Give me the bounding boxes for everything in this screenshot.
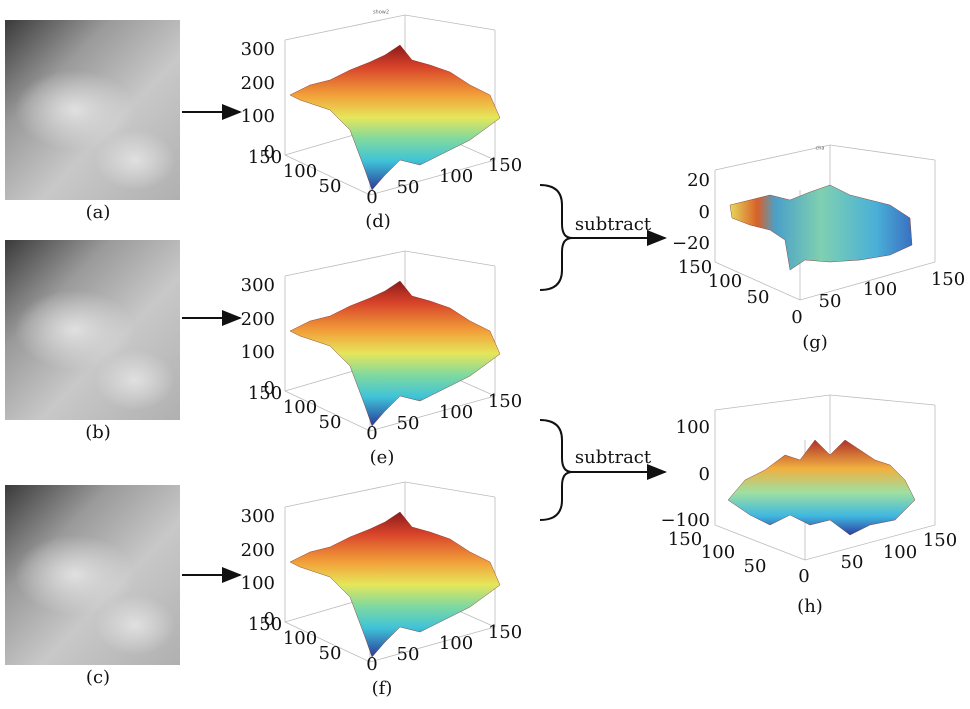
x-tick-label: 50 — [819, 291, 842, 312]
z-tick-label: −100 — [661, 510, 710, 531]
y-tick-label: 150 — [248, 147, 282, 168]
z-tick-label: 300 — [241, 39, 275, 60]
x-tick-label: 50 — [841, 552, 864, 573]
image-texture — [95, 130, 175, 190]
z-tick-label: 100 — [676, 417, 710, 438]
z-tick-label: 200 — [241, 309, 275, 330]
x-tick-label: 100 — [439, 166, 473, 187]
y-tick-label: 150 — [668, 529, 702, 550]
z-tick-label: 200 — [241, 540, 275, 561]
z-tick-label: 300 — [241, 275, 275, 296]
operation-label: subtract — [575, 214, 652, 235]
z-tick-label: 0 — [699, 464, 710, 485]
x-tick-label: 50 — [397, 177, 420, 198]
x-tick-label: 100 — [439, 633, 473, 654]
y-tick-label: 50 — [747, 287, 770, 308]
x-tick-label: 50 — [397, 413, 420, 434]
x-tick-label: 50 — [397, 644, 420, 665]
panel-caption: (b) — [85, 422, 111, 443]
z-tick-label: 300 — [241, 506, 275, 527]
z-tick-label: −20 — [672, 233, 710, 254]
y-tick-label: 0 — [798, 566, 809, 587]
y-tick-label: 100 — [283, 161, 317, 182]
x-tick-label: 150 — [923, 530, 957, 551]
surface — [728, 440, 915, 535]
plot-graphic — [715, 145, 935, 300]
y-tick-label: 0 — [366, 423, 377, 444]
x-tick-label: 150 — [488, 155, 522, 176]
plot-caption: (g) — [802, 332, 828, 353]
y-tick-label: 100 — [701, 542, 735, 563]
y-tick-label: 50 — [319, 643, 342, 664]
z-tick-label: 0 — [699, 202, 710, 223]
y-tick-label: 100 — [283, 628, 317, 649]
figure: (a)(b)(c)300200100015010050050100150(d)s… — [0, 0, 970, 709]
plot-caption: (f) — [372, 678, 393, 699]
plot-caption: (e) — [370, 447, 395, 468]
image-texture — [95, 595, 175, 655]
plot-caption: (d) — [365, 211, 391, 232]
brace — [540, 185, 572, 290]
y-tick-label: 0 — [366, 654, 377, 675]
z-tick-label: 100 — [241, 342, 275, 363]
z-tick-label: 200 — [241, 73, 275, 94]
plot-graphic — [715, 395, 935, 560]
x-tick-label: 150 — [488, 622, 522, 643]
panel-caption: (a) — [86, 202, 111, 223]
z-tick-label: 20 — [687, 170, 710, 191]
surface — [730, 185, 912, 270]
plot-title: cha — [816, 146, 825, 152]
y-tick-label: 50 — [319, 176, 342, 197]
y-tick-label: 150 — [248, 383, 282, 404]
y-tick-label: 50 — [744, 556, 767, 577]
y-tick-label: 0 — [366, 187, 377, 208]
y-tick-label: 50 — [319, 412, 342, 433]
image-texture — [95, 350, 175, 410]
x-tick-label: 150 — [488, 391, 522, 412]
plot-title: show2 — [373, 10, 389, 16]
brace — [540, 420, 572, 520]
plot-caption: (h) — [797, 596, 823, 617]
x-tick-label: 100 — [863, 279, 897, 300]
z-tick-label: 100 — [241, 106, 275, 127]
y-tick-label: 150 — [248, 614, 282, 635]
y-tick-label: 100 — [283, 397, 317, 418]
x-tick-label: 100 — [883, 542, 917, 563]
y-tick-label: 100 — [708, 271, 742, 292]
z-tick-label: 100 — [241, 573, 275, 594]
operation-label: subtract — [575, 447, 652, 468]
panel-caption: (c) — [86, 667, 110, 688]
x-tick-label: 150 — [931, 269, 965, 290]
y-tick-label: 0 — [791, 307, 802, 328]
x-tick-label: 100 — [439, 402, 473, 423]
